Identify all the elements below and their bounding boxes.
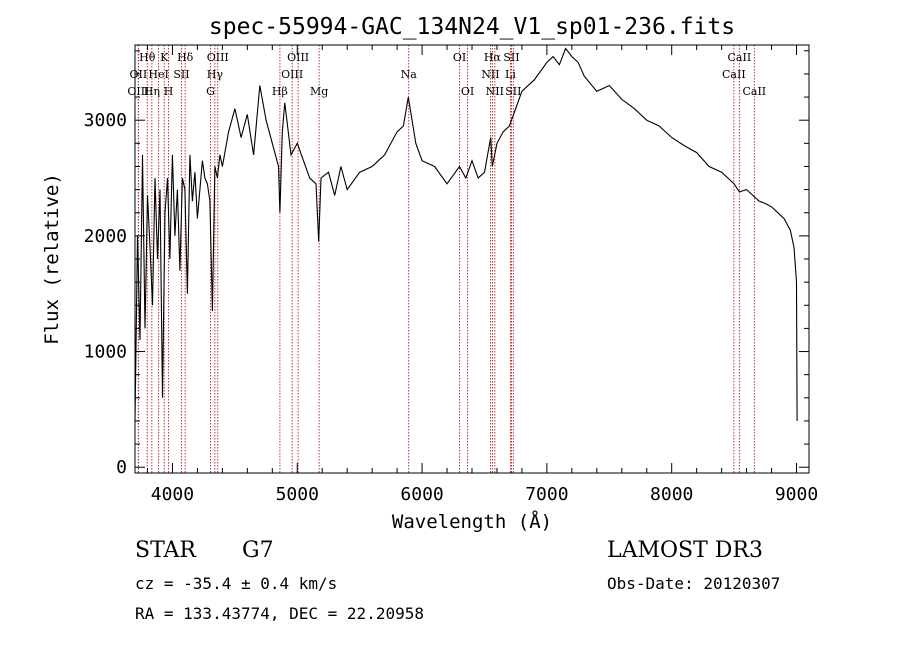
line-label: OII — [130, 68, 148, 81]
line-label: H — [164, 85, 174, 98]
redshift-cz: cz = -35.4 ± 0.4 km/s — [135, 574, 338, 593]
x-tick-label: 7000 — [525, 484, 568, 505]
line-label: OIII — [287, 51, 309, 64]
y-tick-label: 3000 — [84, 110, 127, 131]
line-label: Li — [505, 68, 516, 81]
ra-dec: RA = 133.43774, DEC = 22.20958 — [135, 604, 424, 623]
line-label: Mg — [310, 85, 328, 98]
line-label: Hα — [484, 51, 502, 64]
line-label: CaII — [742, 85, 766, 98]
line-label: NII — [486, 85, 504, 98]
spectral-line-labels: Hθ OII OIII K HeI Hη H Hδ SII OIII Hγ G Hβ OIII OIII Mg… — [127, 51, 766, 98]
chart-title: spec-55994-GAC_134N24_V1_sp01-236.fits — [209, 14, 735, 40]
line-label: CaII — [722, 68, 746, 81]
x-tick-label: 9000 — [775, 484, 818, 505]
y-tick-label: 0 — [116, 457, 127, 478]
line-label: Hδ — [177, 51, 194, 64]
x-tick-label: 6000 — [400, 484, 443, 505]
line-label: NII — [481, 68, 499, 81]
line-label: CaII — [728, 51, 752, 64]
line-label: SII — [503, 51, 519, 64]
plot-frame — [134, 44, 810, 474]
line-label: SII — [505, 85, 521, 98]
x-tick-label: 5000 — [276, 484, 319, 505]
spectrum-line — [134, 47, 798, 421]
x-axis-label: Wavelength (Å) — [392, 510, 552, 533]
y-tick-label: 2000 — [84, 226, 127, 247]
x-axis: 4000 5000 6000 7000 8000 9000 — [146, 45, 818, 505]
line-label: OIII — [207, 51, 229, 64]
line-label: G — [206, 85, 215, 98]
object-subclass: G7 — [242, 538, 274, 563]
line-label: OI — [453, 51, 466, 64]
line-label: Hθ — [139, 51, 156, 64]
line-label: OI — [461, 85, 474, 98]
survey-name: LAMOST DR3 — [607, 538, 763, 563]
line-label: Hβ — [272, 85, 288, 98]
observation-date: Obs-Date: 20120307 — [607, 574, 781, 593]
line-label: HeI — [148, 68, 168, 81]
x-tick-label: 8000 — [650, 484, 693, 505]
line-label: Na — [401, 68, 418, 81]
line-label: K — [160, 51, 169, 64]
line-label: SII — [173, 68, 189, 81]
object-class: STAR — [135, 538, 196, 563]
line-label: OIII — [281, 68, 303, 81]
line-label: Hγ — [207, 68, 224, 81]
spectral-line-markers — [137, 45, 755, 473]
y-tick-label: 1000 — [84, 342, 127, 363]
y-axis-label: Flux (relative) — [41, 173, 63, 345]
x-tick-label: 4000 — [151, 484, 194, 505]
line-label: Hη — [144, 85, 160, 98]
line-label: OIII — [127, 85, 149, 98]
y-axis: 0 1000 2000 3000 — [84, 50, 809, 478]
